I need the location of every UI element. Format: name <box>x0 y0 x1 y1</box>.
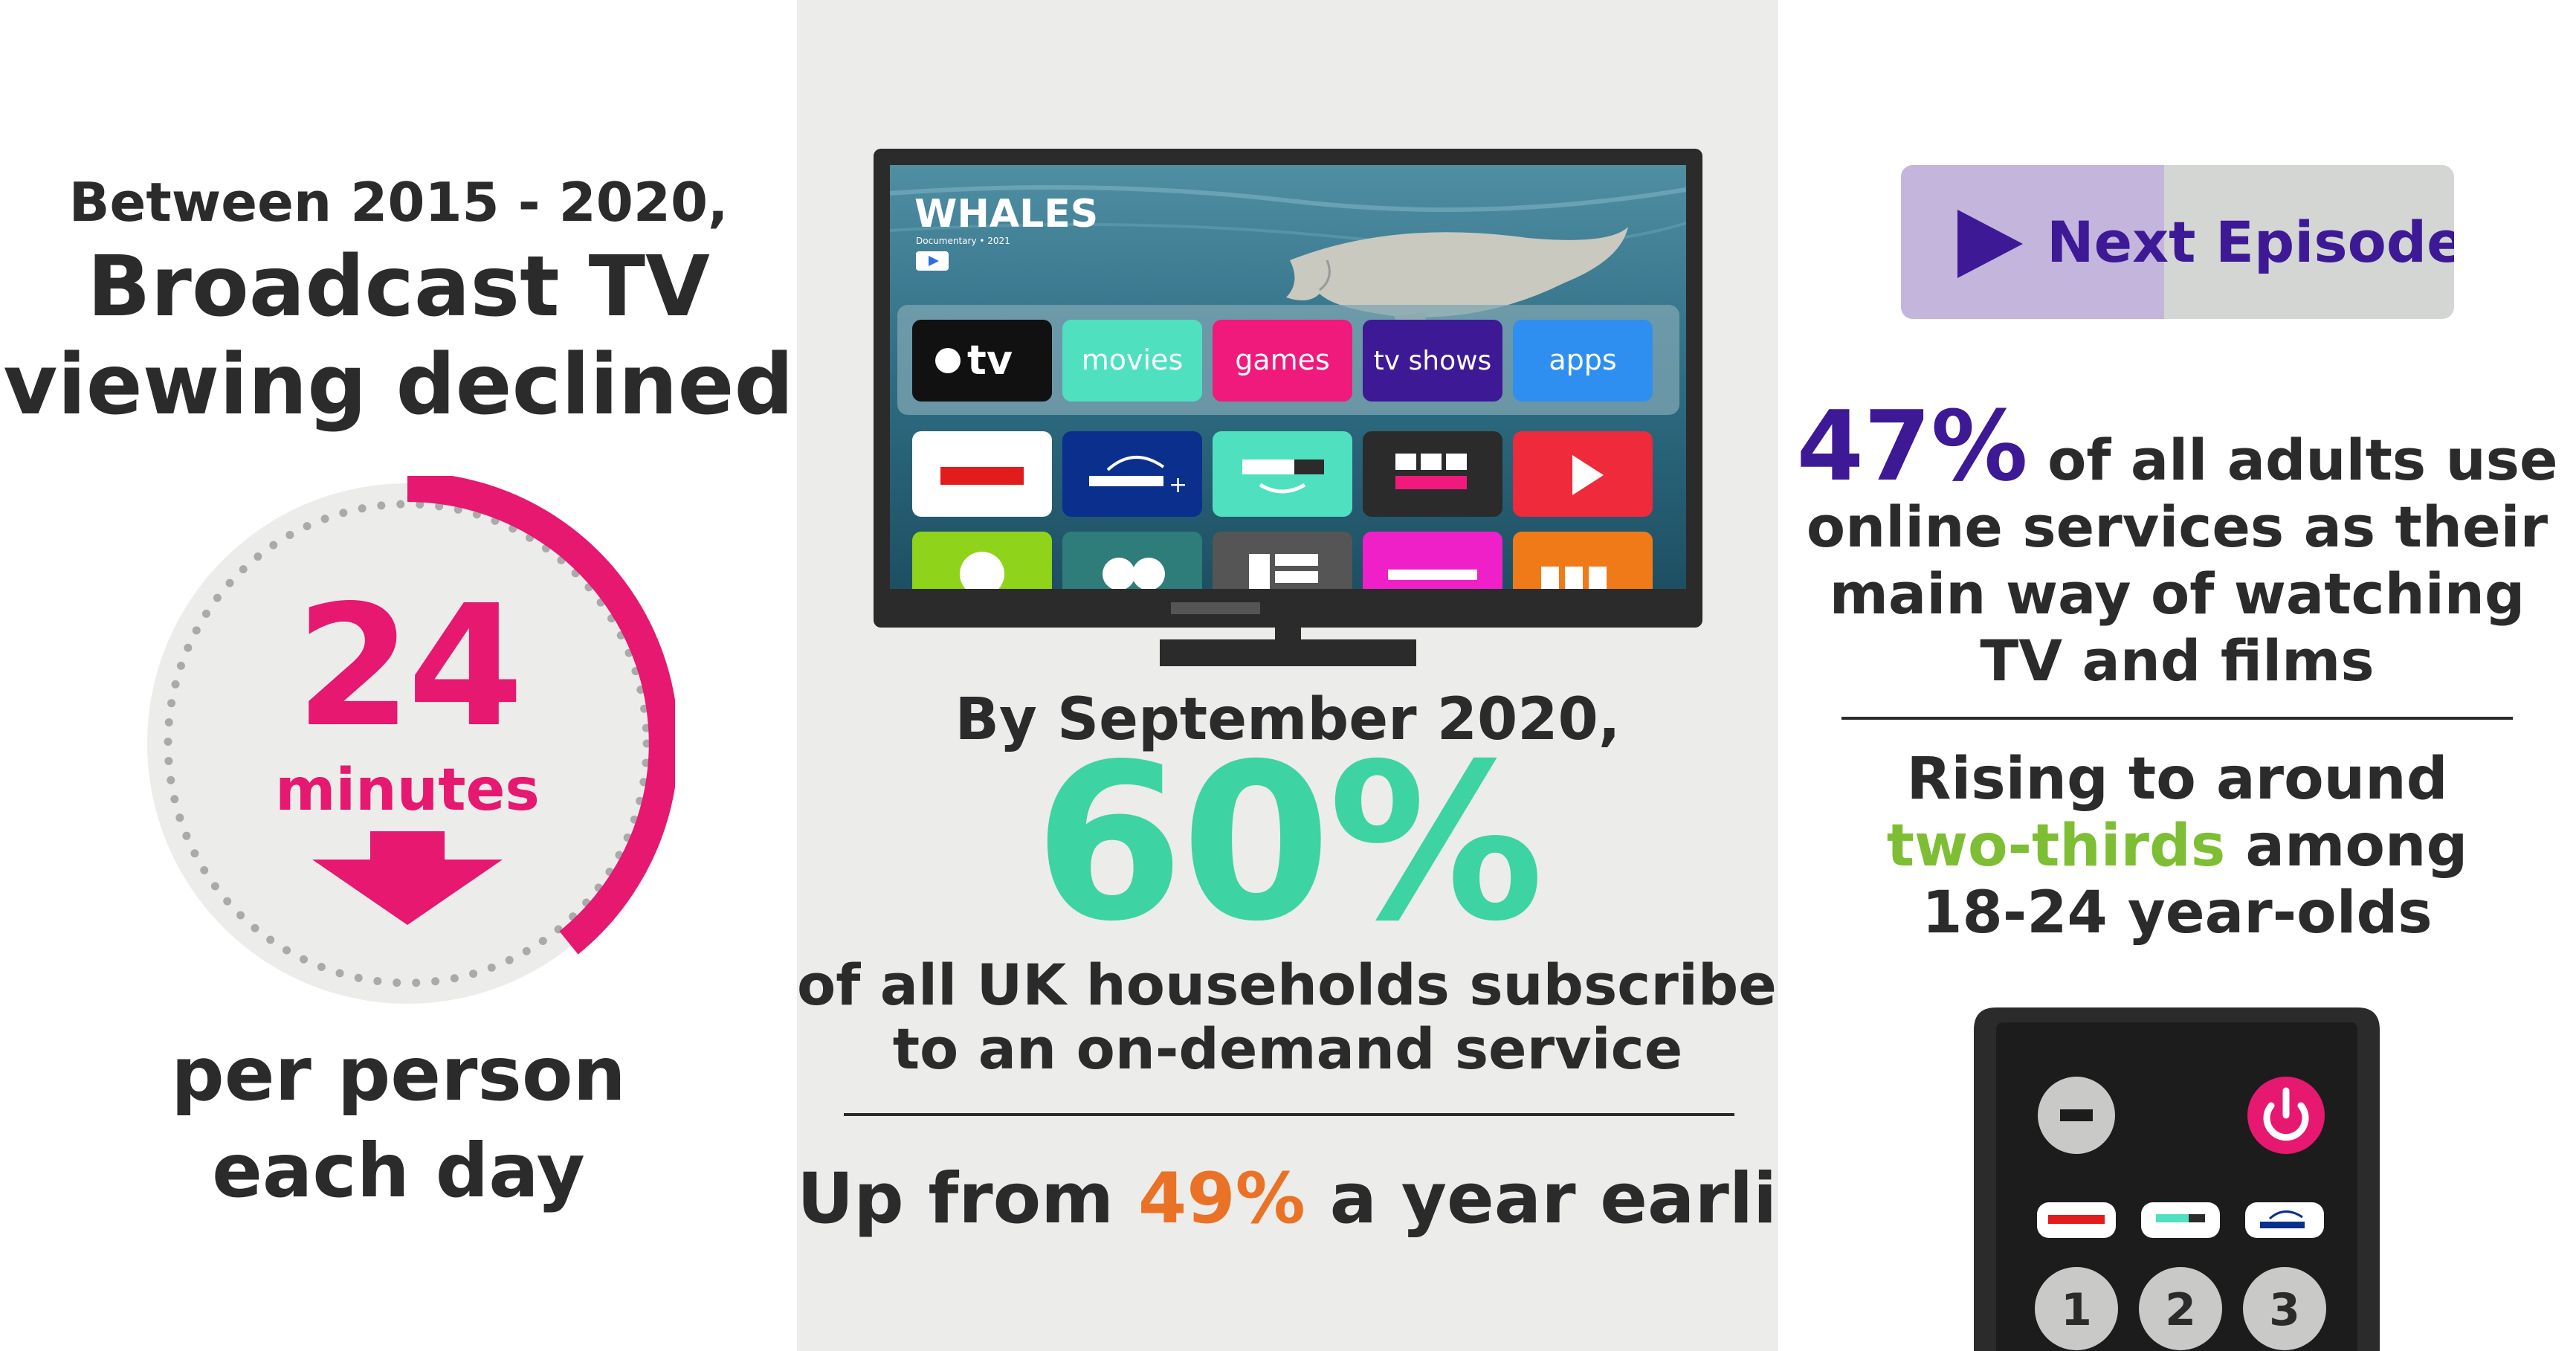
households-percentage: 60% <box>1033 718 1544 969</box>
left-footer: per person each day <box>0 1026 797 1219</box>
year-earlier-comparison: Up from 49% a year earlier <box>797 1158 1859 1240</box>
dial-progress-arc <box>407 476 675 955</box>
television-illustration: WHALES Documentary • 2021 tv movies game… <box>874 149 1702 666</box>
description-line-2: to an on-demand service <box>892 1016 1683 1082</box>
remote-channel-mint[interactable] <box>2141 1202 2220 1238</box>
description-line-1: of all UK households subscribed <box>797 952 1818 1018</box>
rise-line-2: two-thirds among <box>1778 813 2576 880</box>
power-icon <box>2263 1102 2309 1141</box>
stat-line-1: 47% of all adults use <box>1778 398 2576 494</box>
next-episode-button[interactable]: Next Episode <box>1901 165 2454 319</box>
adults-percentage: 47% <box>1796 390 2028 503</box>
young-adults-stat: Rising to around two-thirds among 18-24 … <box>1778 746 2576 947</box>
app-tile-dark-logo[interactable] <box>1363 431 1502 517</box>
dial-inner <box>192 528 623 959</box>
app-tile-games[interactable]: games <box>1213 320 1352 402</box>
app-tile-green[interactable] <box>912 532 1052 613</box>
rise-rest: among <box>2225 813 2468 880</box>
stat-line-2: online services as their <box>1806 494 2548 560</box>
footer-line-2: each day <box>212 1127 585 1214</box>
show-subtitle: Documentary • 2021 <box>916 236 1010 246</box>
minus-icon <box>2060 1109 2093 1121</box>
app-tile-orange[interactable] <box>1513 532 1653 613</box>
remote-number-2[interactable]: 2 <box>2139 1267 2222 1350</box>
app-tile-apps[interactable]: apps <box>1513 320 1653 402</box>
countdown-dial <box>147 476 675 1004</box>
app-tile-video-play[interactable] <box>1513 431 1653 517</box>
tile-label-tvshows: tv shows <box>1374 346 1492 376</box>
svg-text:+: + <box>1169 472 1187 498</box>
comparison-suffix: a year earlier <box>1305 1158 1859 1239</box>
left-intro: Between 2015 - 2020, <box>68 171 729 233</box>
remote-label-3: 3 <box>2269 1284 2300 1336</box>
app-tile-mint-logo[interactable] <box>1213 431 1352 517</box>
rise-line-3: 18-24 year-olds <box>1922 880 2433 947</box>
tv-sensor <box>1171 602 1260 614</box>
app-tile-red-logo[interactable] <box>912 431 1052 517</box>
remote-channel-blue[interactable] <box>2245 1202 2324 1238</box>
play-icon <box>1957 210 2023 278</box>
tile-label-games: games <box>1235 344 1330 376</box>
play-icon <box>1572 455 1604 495</box>
rise-line-1: Rising to around <box>1906 746 2448 813</box>
right-divider <box>1841 717 2513 720</box>
app-tile-teal[interactable] <box>1062 532 1202 613</box>
remote-number-3[interactable]: 3 <box>2243 1267 2326 1350</box>
remote-label-2: 2 <box>2165 1284 2196 1336</box>
app-tile-appletv[interactable]: tv <box>912 320 1052 402</box>
tv-stand <box>1160 639 1416 666</box>
next-episode-label: Next Episode <box>2047 209 2454 275</box>
tile-label-movies: movies <box>1082 344 1184 376</box>
footer-line-1: per person <box>171 1031 626 1118</box>
stat-line-3: main way of watching <box>1829 561 2525 627</box>
next-episode-progress <box>1901 165 2164 319</box>
headline-line-2: viewing declined <box>3 337 794 433</box>
headline-line-1: Broadcast TV <box>87 239 710 335</box>
remote-label-1: 1 <box>2061 1284 2092 1336</box>
remote-power-button[interactable] <box>2247 1077 2325 1154</box>
app-tile-grey[interactable] <box>1213 532 1352 613</box>
app-tile-plus-service[interactable]: + <box>1062 431 1202 517</box>
stat-line-4: TV and films <box>1980 628 2375 694</box>
remote-control-illustration: 1 2 3 <box>1974 1007 2380 1351</box>
remote-number-1[interactable]: 1 <box>2035 1267 2118 1350</box>
tile-label-apps: apps <box>1549 344 1616 376</box>
rise-highlight: two-thirds <box>1886 813 2226 880</box>
app-tile-magenta[interactable] <box>1363 532 1502 613</box>
comparison-value: 49% <box>1137 1158 1305 1239</box>
comparison-prefix: Up from <box>797 1158 1138 1239</box>
dial-dotted-ring <box>164 500 651 987</box>
middle-divider <box>844 1113 1734 1116</box>
middle-intro: By September 2020, <box>955 686 1621 753</box>
stat-line-1-text: of all adults use <box>2027 427 2558 493</box>
show-title: WHALES <box>914 192 1098 236</box>
decline-unit: minutes <box>275 757 540 824</box>
apple-logo-icon <box>935 348 961 373</box>
tile-label-tv: tv <box>967 337 1013 384</box>
remote-channel-red[interactable] <box>2037 1202 2116 1238</box>
adults-online-stat: 47% of all adults use online services as… <box>1778 398 2576 694</box>
app-tile-tvshows[interactable]: tv shows <box>1363 320 1502 402</box>
down-arrow-icon <box>312 831 503 925</box>
app-tile-movies[interactable]: movies <box>1062 320 1202 402</box>
decline-number: 24 <box>295 570 523 764</box>
households-description: of all UK households subscribed to an on… <box>797 952 1818 1082</box>
remote-menu-button[interactable] <box>2038 1077 2115 1154</box>
left-headline: Broadcast TV viewing declined <box>0 238 797 434</box>
